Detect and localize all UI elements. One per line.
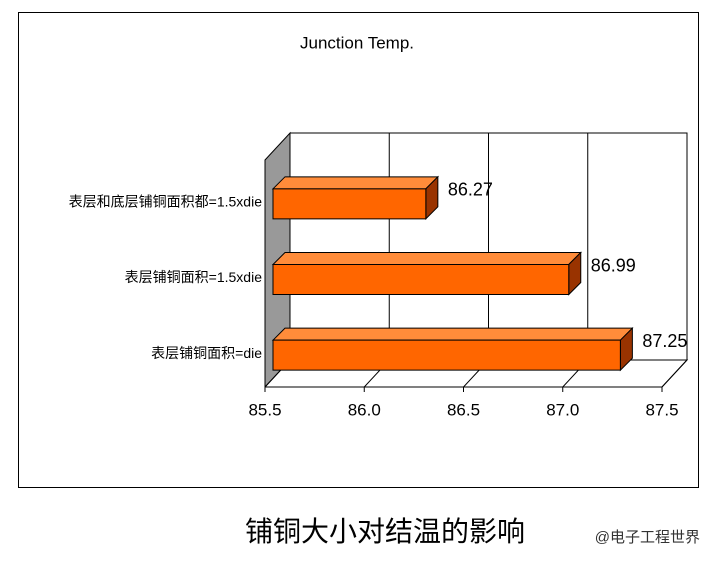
caption: 铺铜大小对结温的影响 bbox=[245, 515, 525, 548]
bar-top bbox=[271, 327, 634, 341]
x-tick-label: 86.5 bbox=[447, 400, 480, 419]
bar bbox=[271, 175, 440, 221]
grid-line bbox=[661, 359, 688, 388]
watermark: @电子工程世界 bbox=[595, 529, 700, 546]
bar-front bbox=[272, 339, 621, 371]
y-tick-label: 表层铺铜面积=1.5xdie bbox=[125, 269, 263, 285]
value-label: 87.25 bbox=[642, 331, 687, 351]
bar-top bbox=[271, 176, 440, 190]
x-tick-label: 87.5 bbox=[645, 400, 678, 419]
bar-top bbox=[271, 252, 582, 265]
value-label: 86.99 bbox=[591, 255, 636, 275]
x-tick-label: 86.0 bbox=[348, 400, 381, 419]
x-tick-label: 85.5 bbox=[248, 400, 281, 419]
y-tick-label: 表层和底层铺铜面积都=1.5xdie bbox=[69, 194, 263, 210]
y-tick-label: 表层铺铜面积=die bbox=[151, 345, 262, 361]
x-tick-label: 87.0 bbox=[546, 400, 579, 419]
value-label: 86.27 bbox=[448, 180, 493, 200]
chart-frame bbox=[18, 12, 699, 488]
chart-title: Junction Temp. bbox=[300, 33, 414, 52]
bar bbox=[271, 326, 634, 372]
bar-front bbox=[272, 264, 570, 295]
bar bbox=[271, 251, 582, 296]
bar-front bbox=[272, 188, 427, 220]
